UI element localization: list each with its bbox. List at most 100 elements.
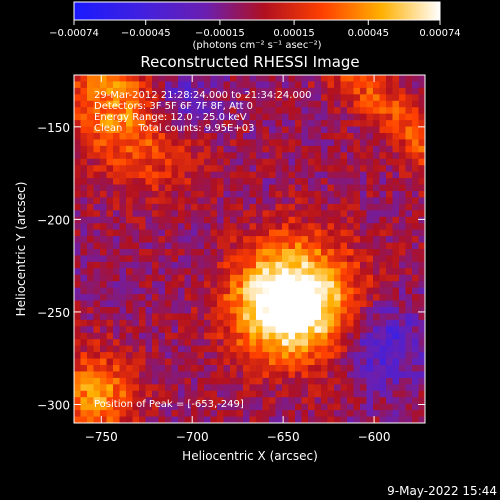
heatmap-cell bbox=[93, 255, 101, 263]
heatmap-cell bbox=[93, 120, 101, 128]
heatmap-cell bbox=[191, 358, 199, 366]
heatmap-cell bbox=[340, 100, 348, 108]
heatmap-cell bbox=[314, 171, 322, 179]
heatmap-cell bbox=[399, 365, 407, 373]
heatmap-cell bbox=[360, 94, 368, 102]
heatmap-cell bbox=[178, 133, 186, 141]
heatmap-cell bbox=[392, 81, 400, 89]
heatmap-cell bbox=[87, 384, 95, 392]
heatmap-cell bbox=[392, 203, 400, 211]
heatmap-cell bbox=[373, 326, 381, 334]
heatmap-cell bbox=[119, 223, 127, 231]
heatmap-cell bbox=[132, 416, 140, 423]
heatmap-cell bbox=[80, 178, 88, 186]
heatmap-cell bbox=[158, 287, 166, 295]
heatmap-cell bbox=[223, 236, 231, 244]
heatmap-cell bbox=[139, 384, 147, 392]
heatmap-cell bbox=[191, 165, 199, 173]
heatmap-cell bbox=[113, 358, 121, 366]
heatmap-cell bbox=[418, 229, 425, 237]
heatmap-cell bbox=[379, 416, 387, 423]
heatmap-cell bbox=[353, 410, 361, 418]
heatmap-cell bbox=[405, 268, 413, 276]
heatmap-cell bbox=[217, 365, 225, 373]
heatmap-cell bbox=[314, 268, 322, 276]
heatmap-cell bbox=[295, 236, 303, 244]
heatmap-cell bbox=[217, 113, 225, 121]
heatmap-cell bbox=[249, 377, 257, 385]
heatmap-cell bbox=[412, 255, 420, 263]
heatmap-cell bbox=[405, 332, 413, 340]
heatmap-cell bbox=[262, 216, 270, 224]
heatmap-cell bbox=[301, 210, 309, 218]
heatmap-cell bbox=[165, 390, 173, 398]
heatmap-cell bbox=[366, 261, 374, 269]
heatmap-cell bbox=[386, 178, 394, 186]
heatmap-cell bbox=[210, 184, 218, 192]
heatmap-cell bbox=[373, 261, 381, 269]
heatmap-cell bbox=[295, 242, 303, 250]
heatmap-cell bbox=[399, 210, 407, 218]
heatmap-cell bbox=[269, 223, 277, 231]
heatmap-cell bbox=[139, 152, 147, 160]
heatmap-cell bbox=[184, 294, 192, 302]
heatmap-cell bbox=[392, 281, 400, 289]
heatmap-cell bbox=[126, 191, 134, 199]
heatmap-cell bbox=[262, 397, 270, 405]
heatmap-cell bbox=[282, 313, 290, 321]
heatmap-cell bbox=[230, 165, 238, 173]
heatmap-cell bbox=[243, 184, 251, 192]
heatmap-cell bbox=[106, 184, 114, 192]
heatmap-cell bbox=[165, 171, 173, 179]
heatmap-cell bbox=[210, 249, 218, 257]
heatmap-cell bbox=[412, 319, 420, 327]
heatmap-cell bbox=[197, 171, 205, 179]
heatmap-cell bbox=[132, 326, 140, 334]
heatmap-cell bbox=[165, 249, 173, 257]
heatmap-cell bbox=[139, 210, 147, 218]
heatmap-cell bbox=[360, 326, 368, 334]
heatmap-cell bbox=[340, 255, 348, 263]
heatmap-cell bbox=[405, 319, 413, 327]
heatmap-cell bbox=[106, 158, 114, 166]
heatmap-cell bbox=[106, 100, 114, 108]
heatmap-cell bbox=[100, 339, 108, 347]
heatmap-cell bbox=[87, 365, 95, 373]
heatmap-cell bbox=[373, 281, 381, 289]
heatmap-cell bbox=[145, 178, 153, 186]
heatmap-cell bbox=[282, 261, 290, 269]
heatmap-cell bbox=[321, 113, 329, 121]
heatmap-cell bbox=[93, 397, 101, 405]
colorbar-ticks: −0.00074 −0.00045 −0.00015 0.00015 0.00045 0.… bbox=[49, 20, 461, 39]
heatmap-cell bbox=[386, 100, 394, 108]
heatmap-cell bbox=[139, 197, 147, 205]
heatmap-cell bbox=[165, 345, 173, 353]
heatmap-cell bbox=[373, 216, 381, 224]
heatmap-cell bbox=[392, 139, 400, 147]
heatmap-cell bbox=[308, 410, 316, 418]
heatmap-cell bbox=[145, 139, 153, 147]
heatmap-cell bbox=[399, 390, 407, 398]
heatmap-cell bbox=[119, 274, 127, 282]
heatmap-cell bbox=[379, 81, 387, 89]
heatmap-cell bbox=[87, 139, 95, 147]
heatmap-cell bbox=[171, 255, 179, 263]
heatmap-cell bbox=[412, 197, 420, 205]
heatmap-cell bbox=[145, 294, 153, 302]
heatmap-cell bbox=[353, 126, 361, 134]
heatmap-cell bbox=[314, 165, 322, 173]
heatmap-cell bbox=[379, 113, 387, 121]
heatmap-cell bbox=[152, 126, 160, 134]
heatmap-cell bbox=[262, 133, 270, 141]
heatmap-cell bbox=[171, 229, 179, 237]
heatmap-cell bbox=[288, 87, 296, 95]
heatmap-cell bbox=[392, 158, 400, 166]
heatmap-cell bbox=[113, 410, 121, 418]
heatmap-cell bbox=[399, 87, 407, 95]
heatmap-cell bbox=[249, 158, 257, 166]
heatmap-cell bbox=[334, 75, 342, 83]
heatmap-cell bbox=[139, 313, 147, 321]
heatmap-cell bbox=[184, 100, 192, 108]
heatmap-cell bbox=[178, 377, 186, 385]
heatmap-cell bbox=[405, 191, 413, 199]
